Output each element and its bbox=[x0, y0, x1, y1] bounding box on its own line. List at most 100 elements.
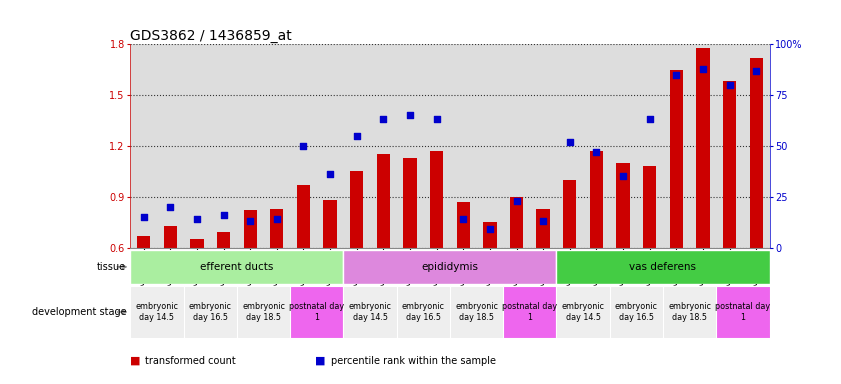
Bar bbox=[397, 44, 423, 248]
Bar bbox=[663, 44, 690, 248]
Bar bbox=[244, 210, 257, 248]
Bar bbox=[130, 44, 157, 248]
Point bbox=[643, 116, 656, 122]
Bar bbox=[430, 151, 443, 248]
Bar bbox=[643, 166, 656, 248]
Bar bbox=[717, 44, 743, 248]
Bar bbox=[343, 286, 397, 338]
Bar bbox=[503, 286, 557, 338]
Text: embryonic
day 14.5: embryonic day 14.5 bbox=[562, 302, 605, 322]
Bar bbox=[190, 239, 204, 248]
Point bbox=[722, 82, 736, 88]
Bar bbox=[137, 236, 151, 248]
Text: embryonic
day 14.5: embryonic day 14.5 bbox=[348, 302, 392, 322]
Text: embryonic
day 18.5: embryonic day 18.5 bbox=[242, 302, 285, 322]
Bar bbox=[610, 44, 637, 248]
Text: ■: ■ bbox=[130, 356, 140, 366]
Text: percentile rank within the sample: percentile rank within the sample bbox=[331, 356, 495, 366]
Point bbox=[243, 218, 257, 224]
Bar bbox=[217, 232, 230, 248]
Point bbox=[377, 116, 390, 122]
Bar bbox=[669, 70, 683, 248]
Bar bbox=[457, 202, 470, 248]
Point bbox=[696, 66, 710, 72]
Point bbox=[137, 214, 151, 220]
Point bbox=[350, 132, 363, 139]
Bar bbox=[183, 286, 237, 338]
Bar bbox=[590, 151, 603, 248]
Bar bbox=[157, 44, 183, 248]
Bar bbox=[583, 44, 610, 248]
Text: embryonic
day 18.5: embryonic day 18.5 bbox=[455, 302, 498, 322]
Bar bbox=[510, 197, 523, 248]
Point bbox=[457, 216, 470, 222]
Bar bbox=[557, 250, 770, 284]
Bar bbox=[563, 180, 576, 248]
Bar bbox=[477, 44, 503, 248]
Bar bbox=[749, 58, 763, 248]
Bar bbox=[610, 286, 663, 338]
Point bbox=[163, 204, 177, 210]
Bar bbox=[297, 185, 310, 248]
Bar bbox=[557, 44, 583, 248]
Bar bbox=[164, 226, 177, 248]
Text: efferent ducts: efferent ducts bbox=[200, 262, 273, 272]
Bar bbox=[343, 44, 370, 248]
Text: vas deferens: vas deferens bbox=[629, 262, 696, 272]
Text: embryonic
day 16.5: embryonic day 16.5 bbox=[188, 302, 232, 322]
Bar bbox=[210, 44, 237, 248]
Bar bbox=[690, 44, 717, 248]
Text: embryonic
day 16.5: embryonic day 16.5 bbox=[402, 302, 445, 322]
Point bbox=[190, 216, 204, 222]
Bar bbox=[317, 44, 343, 248]
Bar bbox=[290, 286, 343, 338]
Bar bbox=[616, 163, 630, 248]
Point bbox=[403, 112, 416, 118]
Point bbox=[323, 171, 336, 177]
Text: postnatal day
1: postnatal day 1 bbox=[716, 302, 770, 322]
Bar bbox=[183, 44, 210, 248]
Text: embryonic
day 18.5: embryonic day 18.5 bbox=[668, 302, 711, 322]
Bar bbox=[537, 209, 550, 248]
Point bbox=[563, 139, 576, 145]
Bar bbox=[743, 44, 770, 248]
Point bbox=[510, 198, 523, 204]
Bar bbox=[290, 44, 317, 248]
Text: transformed count: transformed count bbox=[145, 356, 236, 366]
Bar bbox=[263, 44, 290, 248]
Bar bbox=[370, 44, 397, 248]
Bar bbox=[503, 44, 530, 248]
Bar bbox=[350, 171, 363, 248]
Bar bbox=[397, 286, 450, 338]
Point bbox=[430, 116, 443, 122]
Point bbox=[270, 216, 283, 222]
Bar bbox=[377, 154, 390, 248]
Bar bbox=[130, 250, 343, 284]
Bar bbox=[324, 200, 336, 248]
Bar bbox=[484, 222, 496, 248]
Bar bbox=[723, 81, 736, 248]
Text: epididymis: epididymis bbox=[421, 262, 479, 272]
Bar bbox=[130, 286, 183, 338]
Bar bbox=[663, 286, 717, 338]
Bar bbox=[637, 44, 663, 248]
Bar bbox=[696, 48, 710, 248]
Point bbox=[537, 218, 550, 224]
Point bbox=[616, 174, 630, 180]
Bar bbox=[343, 250, 557, 284]
Bar bbox=[237, 286, 290, 338]
Text: embryonic
day 14.5: embryonic day 14.5 bbox=[135, 302, 178, 322]
Text: development stage: development stage bbox=[31, 307, 126, 317]
Bar bbox=[450, 286, 503, 338]
Bar bbox=[270, 209, 283, 248]
Bar bbox=[530, 44, 557, 248]
Point bbox=[590, 149, 603, 155]
Bar bbox=[717, 286, 770, 338]
Text: GDS3862 / 1436859_at: GDS3862 / 1436859_at bbox=[130, 29, 292, 43]
Point bbox=[297, 143, 310, 149]
Text: postnatal day
1: postnatal day 1 bbox=[289, 302, 344, 322]
Point bbox=[483, 226, 496, 232]
Point bbox=[217, 212, 230, 218]
Bar bbox=[404, 158, 416, 248]
Bar bbox=[237, 44, 263, 248]
